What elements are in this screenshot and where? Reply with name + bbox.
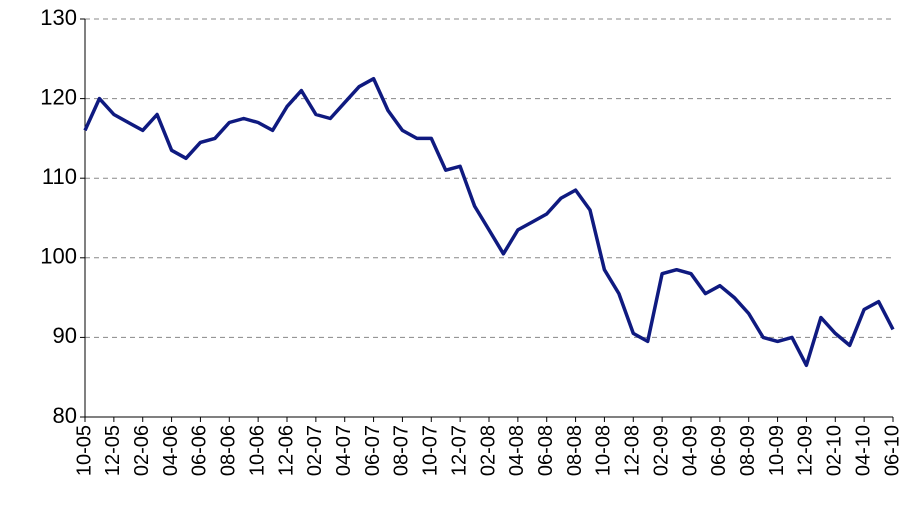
x-tick-label: 06-09: [708, 425, 730, 476]
x-tick-label: 02-06: [131, 425, 153, 476]
x-tick-label: 12-06: [275, 425, 297, 476]
x-tick-label: 08-09: [737, 425, 759, 476]
y-tick-label: 80: [53, 403, 77, 428]
y-tick-label: 110: [42, 164, 77, 189]
x-tick-label: 10-05: [73, 425, 95, 476]
x-tick-label: 12-08: [622, 425, 644, 476]
x-tick-label: 04-08: [506, 425, 528, 476]
x-tick-label: 08-06: [218, 425, 240, 476]
x-tick-label: 02-10: [824, 425, 846, 476]
y-tick-label: 120: [40, 84, 77, 109]
x-tick-label: 06-08: [535, 425, 557, 476]
x-tick-label: 10-09: [766, 425, 788, 476]
x-tick-label: 12-07: [448, 425, 470, 476]
y-tick-label: 90: [53, 323, 77, 348]
x-tick-label: 08-08: [564, 425, 586, 476]
y-tick-label: 100: [40, 244, 77, 269]
x-tick-label: 10-08: [593, 425, 615, 476]
x-tick-label: 02-07: [304, 425, 326, 476]
x-tick-label: 06-10: [881, 425, 903, 476]
x-tick-label: 06-06: [189, 425, 211, 476]
x-tick-label: 04-07: [333, 425, 355, 476]
x-tick-label: 02-08: [477, 425, 499, 476]
y-tick-label: 130: [40, 5, 77, 30]
x-tick-label: 08-07: [391, 425, 413, 476]
x-tick-label: 04-09: [679, 425, 701, 476]
x-tick-label: 10-07: [420, 425, 442, 476]
x-tick-label: 12-09: [795, 425, 817, 476]
x-tick-label: 12-05: [102, 425, 124, 476]
x-tick-label: 04-06: [160, 425, 182, 476]
x-tick-label: 02-09: [650, 425, 672, 476]
line-series: [83, 76, 895, 368]
x-tick-label: 10-06: [246, 425, 268, 476]
x-tick-label: 04-10: [852, 425, 874, 476]
x-tick-label: 06-07: [362, 425, 384, 476]
